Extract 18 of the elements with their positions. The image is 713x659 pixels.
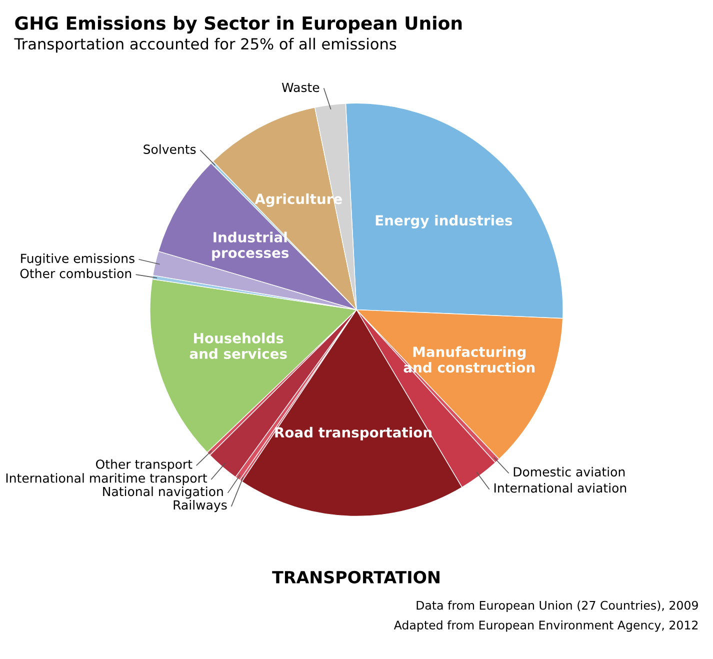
slice-label: International aviation [494,483,626,493]
slice-label: National navigation [103,486,223,499]
slice-label: Households and services [190,332,287,359]
slice-label: Railways [174,500,227,512]
chart-subtitle: Transportation accounted for 25% of all emissions [14,38,396,53]
text: Data from European Union (27 Countries), 2009 [416,600,698,612]
slice-label: Solvents [144,144,196,154]
slice-label: Fugitive emissions [21,253,134,266]
slice-label: Other combustion [20,268,132,278]
text: TRANSPORTATION [272,570,440,584]
slice-label: Road transportation [275,426,432,440]
slice-label: Energy industries [376,214,512,228]
slice-label: International maritime transport [6,473,208,486]
slice-label: Other transport [96,459,192,472]
slice-label: Waste [282,82,320,92]
slice-label: Domestic aviation [514,466,625,477]
text: Adapted from European Environment Agency, 2012 [394,620,698,632]
chart-title: GHG Emissions by Sector in European Union [15,16,462,34]
